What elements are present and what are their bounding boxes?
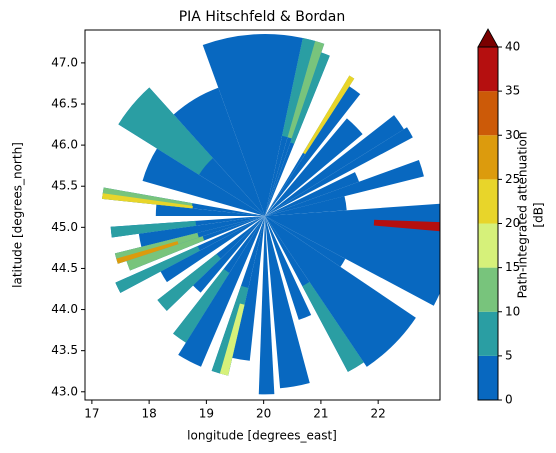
radar-sector	[138, 216, 265, 247]
radar-sector	[126, 236, 205, 271]
radar-sector	[142, 148, 265, 216]
y-tick-label: 46.5	[51, 97, 78, 111]
colorbar-segment	[478, 91, 498, 136]
y-tick-label: 43.0	[51, 384, 78, 398]
radar-sector	[173, 268, 230, 343]
colorbar-segment	[478, 267, 498, 312]
radar-sector	[110, 220, 197, 238]
y-tick-label: 45.0	[51, 220, 78, 234]
colorbar-segment	[478, 135, 498, 180]
radar-sector	[202, 34, 303, 217]
y-tick-label: 43.5	[51, 343, 78, 357]
x-tick-label: 22	[371, 407, 386, 421]
radar-sweep	[102, 34, 440, 395]
radar-sector	[160, 216, 265, 283]
x-tick-label: 19	[199, 407, 214, 421]
radar-sector	[373, 219, 440, 232]
radar-sector	[265, 216, 440, 306]
radar-sector	[155, 204, 265, 216]
colorbar-tick-label: 15	[505, 260, 520, 274]
radar-sector	[157, 253, 221, 311]
radar-sector	[265, 216, 312, 320]
radar-sector	[192, 216, 265, 293]
colorbar-segment	[478, 179, 498, 224]
radar-sector	[178, 216, 265, 367]
radar-sector	[265, 216, 416, 367]
radar-sector	[118, 87, 213, 175]
y-tick-label: 44.0	[51, 302, 78, 316]
y-axis-label: latitude [degrees_north]	[11, 142, 25, 288]
chart-title: PIA Hitschfeld & Bordan	[179, 9, 346, 25]
colorbar-tick-label: 10	[505, 304, 520, 318]
x-axis-label: longitude [degrees_east]	[187, 429, 337, 443]
radar-sector	[265, 172, 360, 216]
colorbar-segment	[478, 47, 498, 92]
radar-sector	[265, 216, 310, 389]
colorbar-tick-label: 40	[505, 40, 520, 54]
radar-sector	[219, 303, 245, 376]
colorbar-segment	[478, 223, 498, 268]
colorbar-tick-label: 30	[505, 128, 520, 142]
radar-sector	[115, 245, 200, 293]
radar-sector	[265, 118, 363, 216]
colorbar-label: [dB]	[532, 202, 546, 227]
x-tick-label: 20	[256, 407, 271, 421]
radar-sector	[290, 52, 330, 144]
radar-sector	[173, 87, 265, 216]
colorbar-tick-label: 20	[505, 216, 520, 230]
colorbar-tick-label: 35	[505, 84, 520, 98]
y-tick-label: 46.0	[51, 138, 78, 152]
colorbar-tick-label: 5	[505, 348, 513, 362]
radar-sector	[116, 241, 179, 264]
y-tick-label: 47.0	[51, 55, 78, 69]
radar-sector	[265, 196, 347, 216]
colorbar-extend	[477, 28, 499, 48]
radar-sector	[282, 37, 316, 138]
plot-frame	[84, 29, 441, 401]
colorbar-label: Path-integrated attenuation	[516, 132, 530, 299]
colorbar-segment	[478, 355, 498, 400]
radar-sector	[265, 203, 440, 216]
radar-sector	[265, 86, 361, 216]
colorbar-tick-label: 25	[505, 172, 520, 186]
radar-sector	[287, 41, 325, 139]
colorbar-segment	[478, 311, 498, 356]
radar-sector	[265, 159, 424, 216]
x-tick-label: 18	[141, 407, 156, 421]
radar-sector	[321, 75, 355, 125]
radar-sector	[258, 216, 275, 395]
x-tick-label: 21	[313, 407, 328, 421]
y-tick-label: 44.5	[51, 261, 78, 275]
radar-sector	[232, 216, 265, 361]
x-tick-label: 17	[84, 407, 99, 421]
radar-sector	[102, 193, 193, 209]
radar-sector	[265, 127, 413, 216]
radar-sector	[265, 216, 346, 267]
colorbar-tick-label: 0	[505, 393, 513, 407]
radar-sector	[265, 115, 404, 216]
radar-sector	[302, 281, 364, 372]
y-tick-label: 45.5	[51, 179, 78, 193]
